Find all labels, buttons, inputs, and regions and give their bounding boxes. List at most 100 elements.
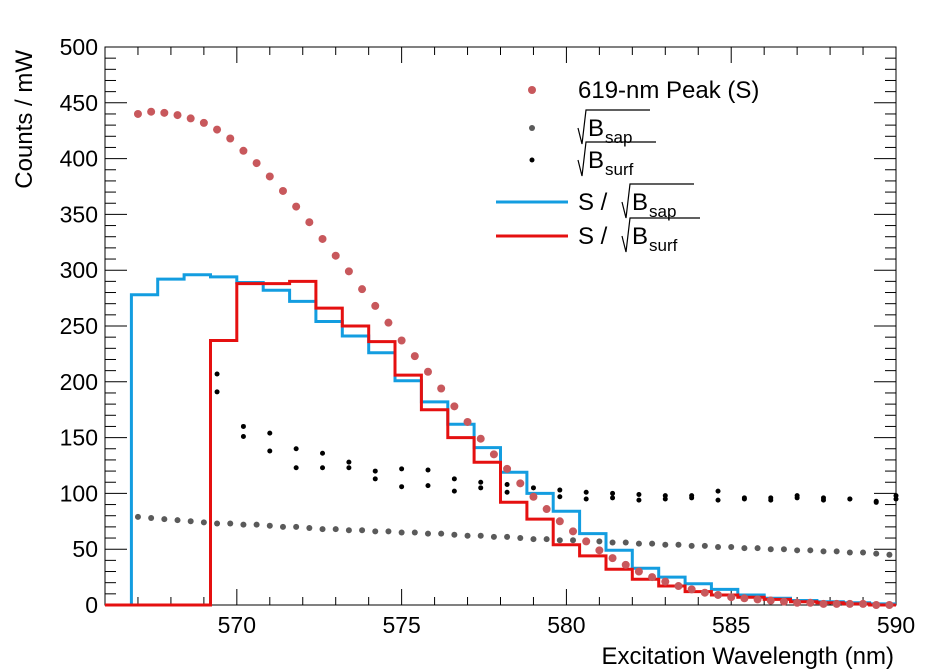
data-point-peak <box>687 585 696 594</box>
plot-frame <box>104 46 897 606</box>
legend-marker-bsap <box>529 125 535 131</box>
series-peak <box>133 107 894 609</box>
data-point-bsurf <box>557 494 563 500</box>
data-point-bsap <box>846 549 853 556</box>
data-point-bsurf <box>399 484 405 490</box>
data-point-bsap <box>200 519 207 526</box>
data-point-peak <box>608 554 617 563</box>
sqrt-sign-icon <box>577 141 656 177</box>
data-point-peak <box>147 107 156 116</box>
data-point-bsurf <box>240 423 246 429</box>
y-tick-label: 350 <box>60 201 98 227</box>
x-tick-label: 590 <box>877 612 915 638</box>
y-tick-label: 100 <box>60 480 98 506</box>
y-tick-label: 500 <box>60 34 98 60</box>
data-point-bsap <box>649 540 656 547</box>
data-point-bsap <box>490 533 497 540</box>
data-point-bsap <box>807 547 814 554</box>
data-point-peak <box>450 402 459 411</box>
data-point-bsap <box>517 535 524 542</box>
data-point-bsurf <box>425 467 431 473</box>
data-point-peak <box>384 318 393 327</box>
legend-main: B <box>632 223 648 250</box>
x-axis-title: Excitation Wavelength (nm) <box>601 643 894 670</box>
data-point-bsap <box>161 516 168 523</box>
data-point-bsurf <box>583 496 589 502</box>
data-point-bsurf <box>873 499 879 505</box>
data-point-bsap <box>398 529 405 536</box>
plot-area: 570 575 580 585 590 0 50 100 150 200 250 300 350 400 4… <box>60 34 916 638</box>
data-point-bsap <box>701 542 708 549</box>
data-point-peak <box>133 109 142 118</box>
data-point-bsap <box>332 526 339 533</box>
data-point-peak <box>661 577 670 586</box>
data-point-peak <box>476 434 485 443</box>
data-point-peak <box>714 590 723 599</box>
data-point-bsurf <box>320 465 326 471</box>
data-point-bsap <box>715 543 722 550</box>
step-line-s_bsap <box>105 273 896 607</box>
step-line-s_bsurf <box>105 279 896 607</box>
data-point-peak <box>700 588 709 597</box>
data-point-bsap <box>622 539 629 546</box>
data-point-peak <box>305 218 314 227</box>
data-point-peak <box>239 146 248 155</box>
data-point-bsurf <box>451 488 457 494</box>
data-point-bsurf <box>478 479 484 485</box>
data-point-bsap <box>754 545 761 552</box>
data-point-peak <box>265 172 274 181</box>
data-point-bsurf <box>610 490 616 496</box>
legend-prefix: S / <box>578 223 608 250</box>
data-point-bsap <box>227 520 234 527</box>
data-point-bsap <box>214 520 221 527</box>
data-point-bsap <box>451 531 458 538</box>
x-tick-label: 570 <box>218 612 256 638</box>
data-point-bsap <box>464 532 471 539</box>
data-point-peak <box>766 596 775 605</box>
series-s_bsurf <box>105 279 896 607</box>
data-point-peak <box>569 527 578 536</box>
data-point-bsurf <box>478 485 484 491</box>
data-point-peak <box>358 285 367 294</box>
data-point-bsurf <box>636 492 642 498</box>
data-point-bsurf <box>893 496 899 502</box>
data-point-bsap <box>820 548 827 555</box>
data-point-bsap <box>187 518 194 525</box>
legend-sub: sap <box>605 128 632 147</box>
data-point-peak <box>555 517 564 526</box>
data-point-bsurf <box>504 489 510 495</box>
data-point-bsurf <box>794 495 800 501</box>
data-point-bsap <box>794 547 801 554</box>
data-point-peak <box>331 251 340 260</box>
data-point-peak <box>371 301 380 310</box>
data-point-peak <box>437 384 446 393</box>
data-point-bsurf <box>320 450 326 456</box>
data-point-peak <box>226 134 235 143</box>
data-point-bsurf <box>372 476 378 482</box>
data-point-peak <box>727 593 736 602</box>
y-tick-label: 450 <box>60 90 98 116</box>
data-point-peak <box>793 598 802 607</box>
legend-prefix: S / <box>578 189 608 216</box>
data-point-bsap <box>319 526 326 533</box>
data-point-peak <box>516 479 525 488</box>
y-tick-label: 150 <box>60 425 98 451</box>
data-point-bsap <box>504 533 511 540</box>
data-point-bsurf <box>689 495 695 501</box>
data-point-bsap <box>148 514 155 521</box>
sqrt-sign-icon <box>621 217 700 253</box>
data-point-peak <box>318 234 327 243</box>
data-point-bsurf <box>293 465 299 471</box>
data-point-bsap <box>886 551 893 558</box>
data-point-peak <box>819 599 828 608</box>
data-point-bsurf <box>267 448 273 454</box>
series-layer <box>105 107 899 609</box>
data-point-bsap <box>767 546 774 553</box>
data-point-peak <box>186 114 195 123</box>
data-point-bsurf <box>214 371 220 377</box>
sqrt-sign-icon <box>577 109 650 145</box>
data-point-bsap <box>780 546 787 553</box>
data-point-peak <box>832 599 841 608</box>
